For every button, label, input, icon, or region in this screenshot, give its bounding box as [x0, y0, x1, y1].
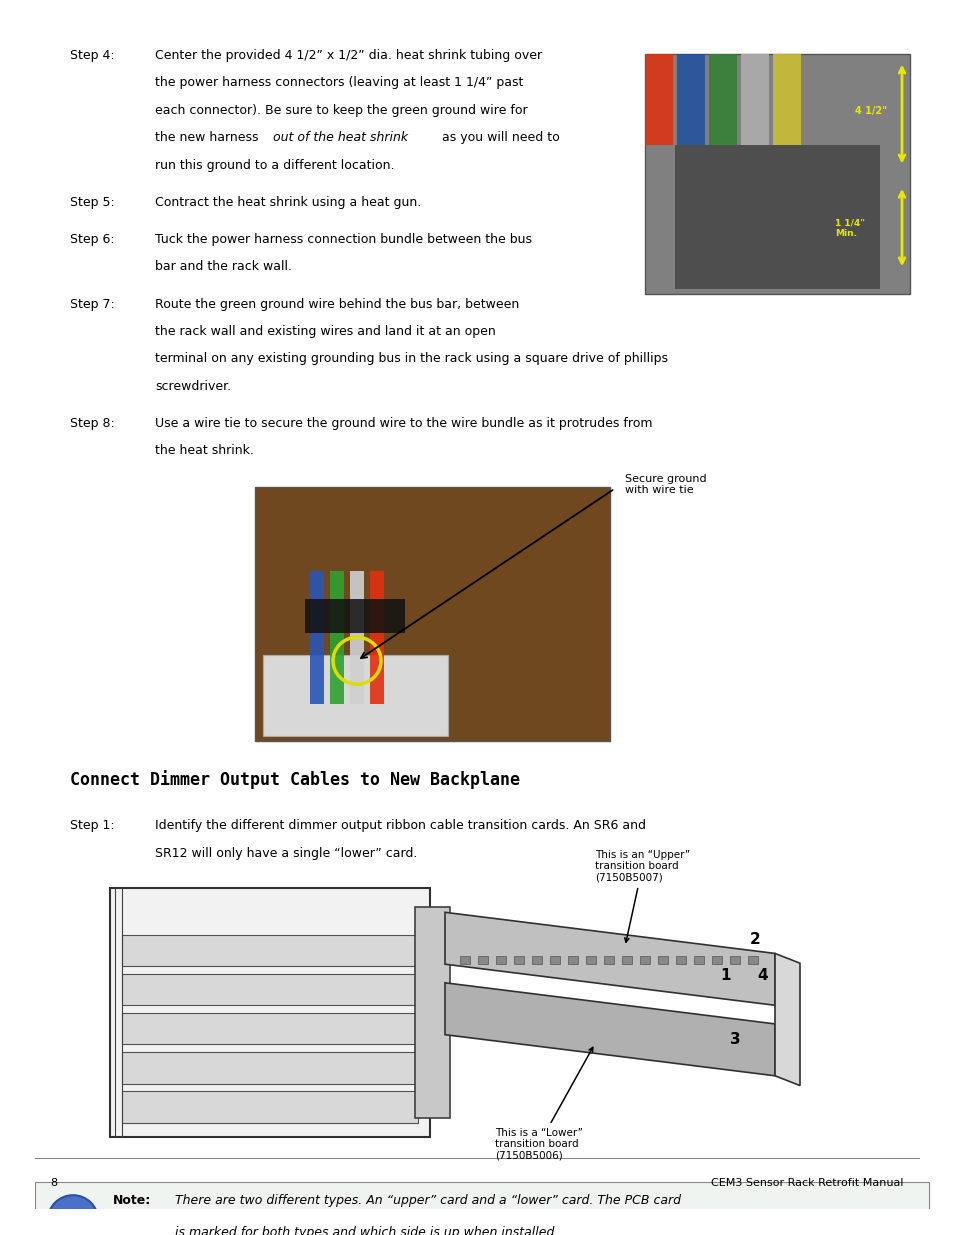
Text: 2: 2 [749, 932, 760, 947]
Bar [603, 956, 614, 965]
Bar [532, 956, 541, 965]
Bar [477, 956, 488, 965]
Bar [747, 956, 758, 965]
Polygon shape [444, 983, 774, 1076]
Text: Connect Dimmer Output Cables to New Backplane: Connect Dimmer Output Cables to New Back… [70, 771, 519, 789]
Bar [740, 54, 768, 144]
Text: CEM3 Sensor Rack Retrofit Manual: CEM3 Sensor Rack Retrofit Manual [711, 1178, 903, 1188]
Bar [310, 572, 324, 704]
Bar [330, 572, 344, 704]
Bar [350, 572, 364, 704]
Text: 1: 1 [720, 968, 730, 983]
Text: Contract the heat shrink using a heat gun.: Contract the heat shrink using a heat gu… [154, 196, 421, 209]
Bar [676, 956, 685, 965]
Text: There are two different types. An “upper” card and a “lower” card. The PCB card: There are two different types. An “upper… [174, 1194, 680, 1208]
Bar [693, 956, 703, 965]
Text: Route the green ground wire behind the bus bar, between: Route the green ground wire behind the b… [154, 298, 518, 310]
Circle shape [48, 1195, 98, 1235]
Text: 1 1/4"
Min.: 1 1/4" Min. [834, 219, 864, 238]
Bar [708, 54, 737, 144]
Text: the rack wall and existing wires and land it at an open: the rack wall and existing wires and lan… [154, 325, 496, 338]
Bar [675, 144, 879, 289]
Bar [585, 956, 596, 965]
Text: the heat shrink.: the heat shrink. [154, 445, 253, 457]
Bar [122, 935, 417, 966]
Bar [122, 1013, 417, 1045]
Polygon shape [774, 953, 800, 1086]
Text: Step 5:: Step 5: [70, 196, 114, 209]
Bar [550, 956, 559, 965]
Text: Center the provided 4 1/2” x 1/2” dia. heat shrink tubing over: Center the provided 4 1/2” x 1/2” dia. h… [154, 49, 541, 62]
Polygon shape [444, 913, 774, 1005]
Bar [639, 956, 649, 965]
Text: run this ground to a different location.: run this ground to a different location. [154, 158, 395, 172]
Bar [122, 1052, 417, 1083]
Text: as you will need to: as you will need to [437, 131, 559, 144]
Text: the power harness connectors (leaving at least 1 1/4” past: the power harness connectors (leaving at… [154, 77, 523, 89]
Text: out of the heat shrink: out of the heat shrink [273, 131, 408, 144]
Text: each connector). Be sure to keep the green ground wire for: each connector). Be sure to keep the gre… [154, 104, 527, 117]
Text: i: i [71, 1213, 76, 1226]
Text: Use a wire tie to secure the ground wire to the wire bundle as it protrudes from: Use a wire tie to secure the ground wire… [154, 417, 652, 430]
Bar [263, 655, 447, 736]
Text: This is a “Lower”
transition board
(7150B5006): This is a “Lower” transition board (7150… [495, 1047, 592, 1161]
Bar [677, 54, 704, 144]
Text: Identify the different dimmer output ribbon cable transition cards. An SR6 and: Identify the different dimmer output rib… [154, 819, 645, 832]
Text: Tuck the power harness connection bundle between the bus: Tuck the power harness connection bundle… [154, 233, 532, 246]
Text: SR12 will only have a single “lower” card.: SR12 will only have a single “lower” car… [154, 847, 417, 860]
Text: Step 7:: Step 7: [70, 298, 114, 310]
Text: Secure ground
with wire tie: Secure ground with wire tie [624, 474, 706, 495]
Text: bar and the rack wall.: bar and the rack wall. [154, 261, 292, 273]
Bar [644, 54, 672, 144]
Bar [254, 487, 609, 741]
Bar [711, 956, 721, 965]
Text: Step 1:: Step 1: [70, 819, 114, 832]
Text: Step 6:: Step 6: [70, 233, 114, 246]
Bar [658, 956, 667, 965]
Bar [567, 956, 578, 965]
Text: the new harness: the new harness [154, 131, 262, 144]
Bar [122, 1092, 417, 1123]
Bar [110, 888, 430, 1137]
Text: Step 8:: Step 8: [70, 417, 114, 430]
Bar [496, 956, 505, 965]
Bar [729, 956, 740, 965]
Text: Step 4:: Step 4: [70, 49, 114, 62]
Bar [644, 54, 909, 294]
Text: terminal on any existing grounding bus in the rack using a square drive of phill: terminal on any existing grounding bus i… [154, 352, 667, 366]
Bar [621, 956, 631, 965]
Bar [772, 54, 801, 144]
Text: Note:: Note: [112, 1194, 152, 1208]
Text: 4 1/2": 4 1/2" [854, 106, 886, 116]
Bar [514, 956, 523, 965]
Text: This is an “Upper”
transition board
(7150B5007): This is an “Upper” transition board (715… [595, 850, 689, 942]
Text: 3: 3 [729, 1032, 740, 1047]
Bar [35, 1182, 928, 1235]
Text: screwdriver.: screwdriver. [154, 380, 231, 393]
Bar [305, 599, 405, 634]
Text: 4: 4 [757, 968, 767, 983]
Bar [122, 974, 417, 1005]
Bar [415, 908, 450, 1118]
Text: is marked for both types and which side is up when installed.: is marked for both types and which side … [174, 1225, 558, 1235]
Bar [370, 572, 384, 704]
Text: 8: 8 [50, 1178, 57, 1188]
Bar [459, 956, 470, 965]
